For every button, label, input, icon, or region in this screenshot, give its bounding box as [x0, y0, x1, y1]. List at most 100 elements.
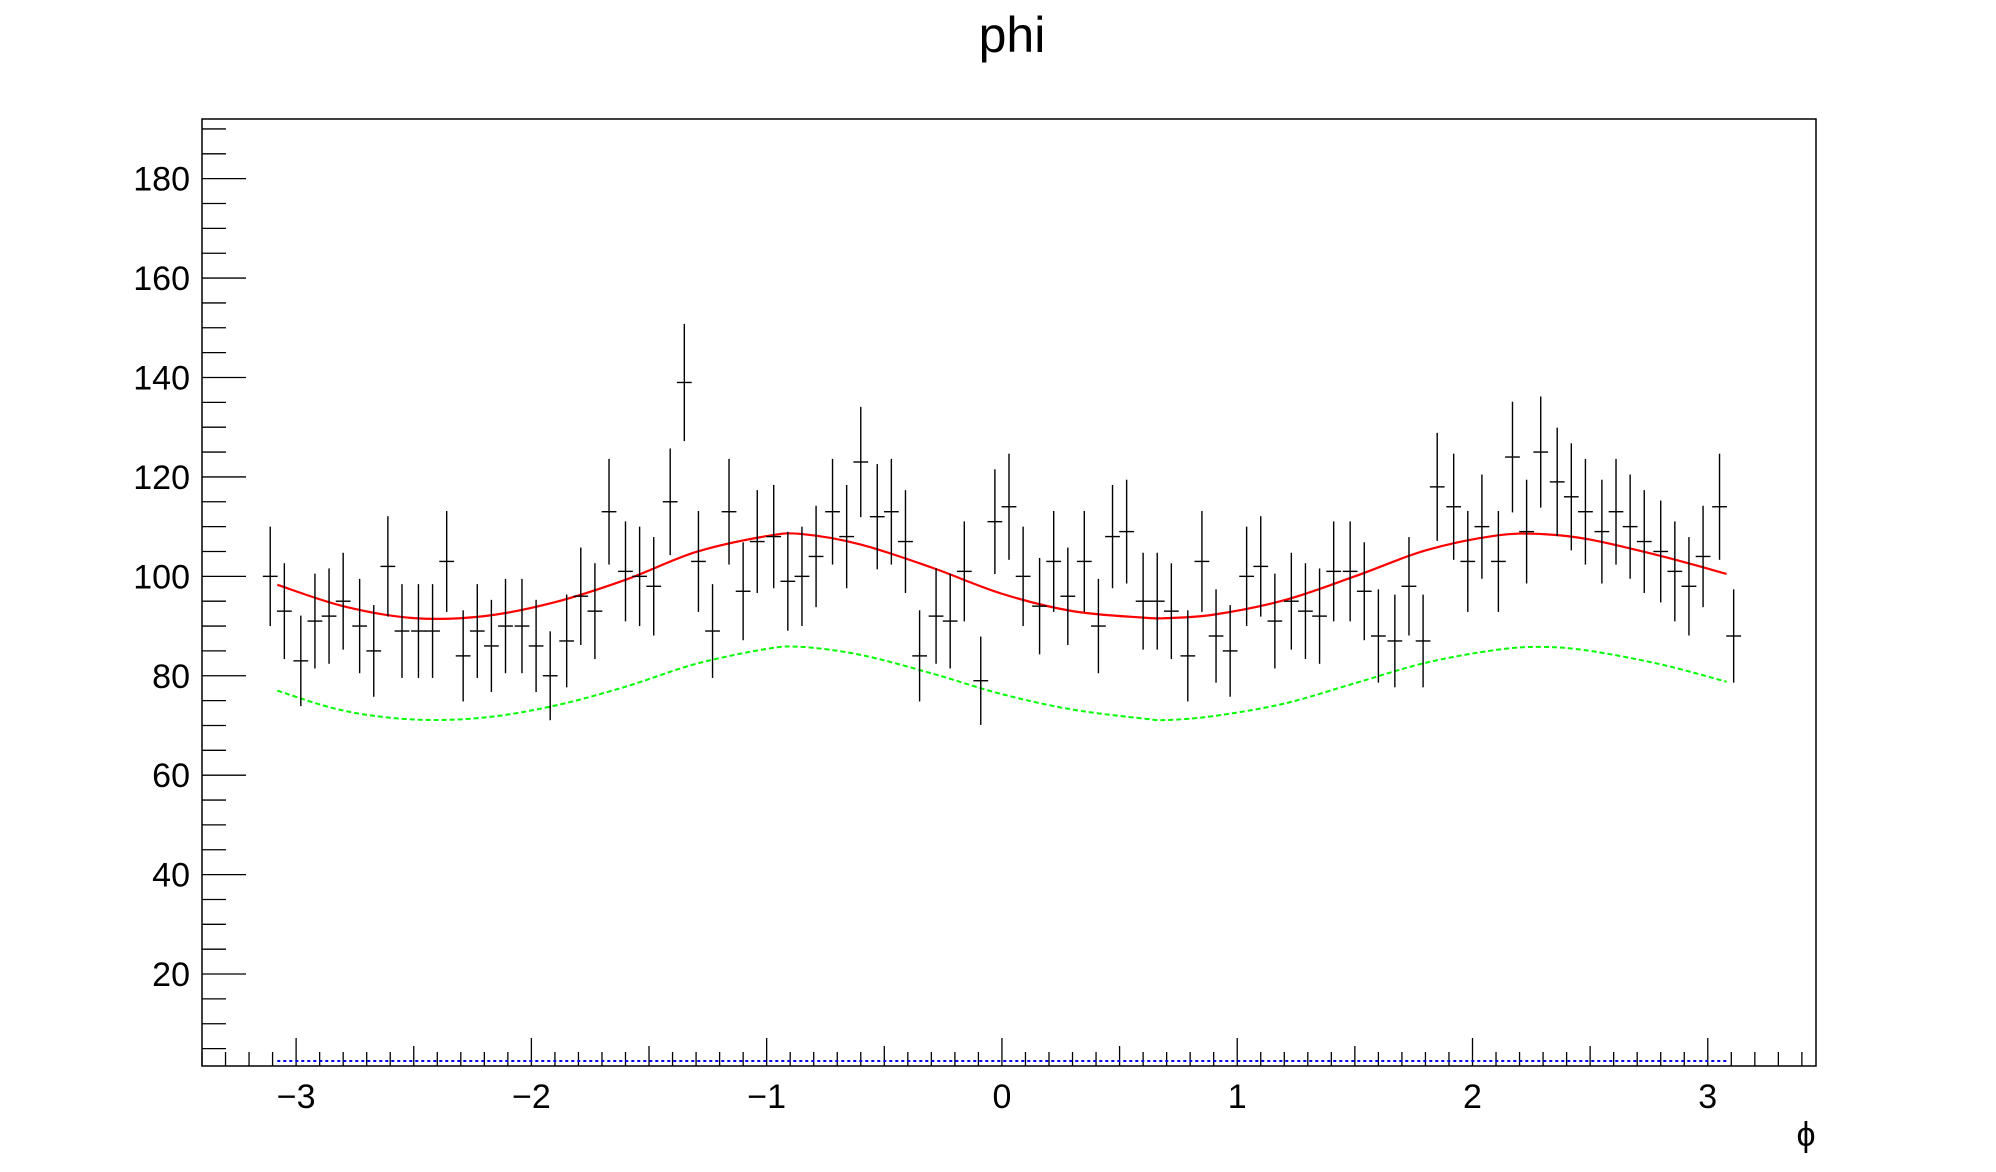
- data-point: [1667, 521, 1683, 622]
- component-curve-green: [276, 645, 1727, 722]
- data-point: [455, 610, 471, 702]
- y-tick-label: 120: [133, 459, 190, 497]
- data-point: [1474, 474, 1490, 579]
- y-tick-label: 40: [152, 857, 190, 895]
- data-point: [808, 505, 824, 608]
- y-tick-label: 160: [133, 260, 190, 298]
- data-point: [1253, 516, 1269, 617]
- data-point: [794, 526, 810, 627]
- data-point: [1032, 557, 1047, 655]
- data-point: [1105, 484, 1120, 589]
- data-point: [1119, 479, 1135, 584]
- data-point: [956, 521, 972, 622]
- data-point: [1239, 526, 1255, 627]
- data-point: [1415, 594, 1431, 688]
- data-point: [735, 542, 751, 641]
- data-point: [1490, 510, 1506, 612]
- data-point: [1505, 401, 1520, 513]
- plot-frame: [201, 118, 1817, 1067]
- data-point: [587, 563, 603, 660]
- data-point: [1060, 547, 1076, 645]
- data-point: [321, 568, 337, 664]
- data-point: [1046, 510, 1062, 612]
- data-point: [1653, 500, 1669, 603]
- data-point: [1312, 568, 1327, 664]
- data-point: [1636, 490, 1652, 593]
- data-point: [987, 469, 1003, 575]
- data-point: [1135, 552, 1151, 650]
- data-point: [973, 636, 989, 725]
- data-point: [1283, 552, 1299, 650]
- data-point: [1222, 605, 1238, 697]
- data-point: [928, 568, 944, 664]
- data-point: [721, 458, 737, 565]
- data-point: [1149, 552, 1165, 650]
- data-point: [1163, 563, 1179, 660]
- data-point: [380, 516, 396, 617]
- data-point: [1356, 542, 1372, 641]
- data-point: [1326, 521, 1342, 622]
- data-point: [942, 573, 958, 669]
- x-tick-label: 3: [1698, 1078, 1717, 1116]
- data-point: [1076, 510, 1092, 612]
- data-point: [1578, 458, 1593, 565]
- data-point: [335, 552, 351, 650]
- data-point: [262, 526, 278, 627]
- data-point: [469, 584, 485, 678]
- data-point: [601, 458, 617, 565]
- data-point: [1622, 474, 1638, 579]
- data-point: [484, 599, 499, 693]
- data-point: [1194, 510, 1210, 612]
- data-points: [262, 323, 1742, 725]
- data-point: [1712, 453, 1727, 560]
- data-point: [307, 573, 323, 669]
- data-point: [293, 615, 309, 707]
- data-point: [1549, 427, 1565, 537]
- data-point: [439, 510, 455, 612]
- data-point: [1594, 479, 1610, 584]
- data-point: [766, 484, 782, 589]
- data-point: [1519, 479, 1534, 584]
- data-point: [898, 490, 913, 593]
- y-tick-label: 100: [133, 558, 190, 596]
- data-point: [1681, 537, 1697, 636]
- x-tick-label: 0: [992, 1078, 1011, 1116]
- data-point: [276, 563, 292, 660]
- data-point: [912, 610, 927, 702]
- total-fit-curve: [276, 532, 1727, 621]
- data-point: [1726, 589, 1742, 683]
- data-point: [1401, 537, 1417, 636]
- data-point: [646, 537, 662, 636]
- data-point: [1342, 521, 1358, 622]
- data-point: [1091, 578, 1106, 674]
- x-axis: −3 −2 −1 0 1 2 3: [201, 1038, 1803, 1116]
- data-point: [676, 323, 692, 442]
- chart-title: phi: [979, 7, 1046, 63]
- data-point: [1460, 510, 1476, 612]
- data-point: [573, 547, 589, 645]
- data-point: [1180, 610, 1196, 702]
- data-point: [691, 510, 706, 612]
- data-point: [1695, 505, 1711, 608]
- y-tick-label: 20: [152, 956, 190, 994]
- data-point: [411, 584, 426, 678]
- data-point: [1429, 432, 1445, 541]
- data-point: [1208, 589, 1224, 683]
- x-axis-label: ϕ: [1796, 1116, 1815, 1154]
- data-point: [825, 458, 840, 565]
- y-tick-label: 140: [133, 359, 190, 397]
- data-point: [853, 406, 869, 518]
- data-point: [1267, 573, 1283, 669]
- data-point: [1015, 526, 1031, 627]
- data-point: [425, 584, 440, 678]
- fit-curves: [276, 532, 1727, 1063]
- y-axis: 20 40 60 80 100 120 140 160 180: [133, 128, 246, 1050]
- data-point: [662, 448, 678, 556]
- x-tick-label: −1: [747, 1078, 786, 1116]
- data-point: [632, 526, 648, 627]
- data-point: [366, 605, 382, 697]
- data-point: [869, 464, 885, 570]
- x-tick-label: −3: [277, 1078, 316, 1116]
- data-point: [1001, 453, 1017, 560]
